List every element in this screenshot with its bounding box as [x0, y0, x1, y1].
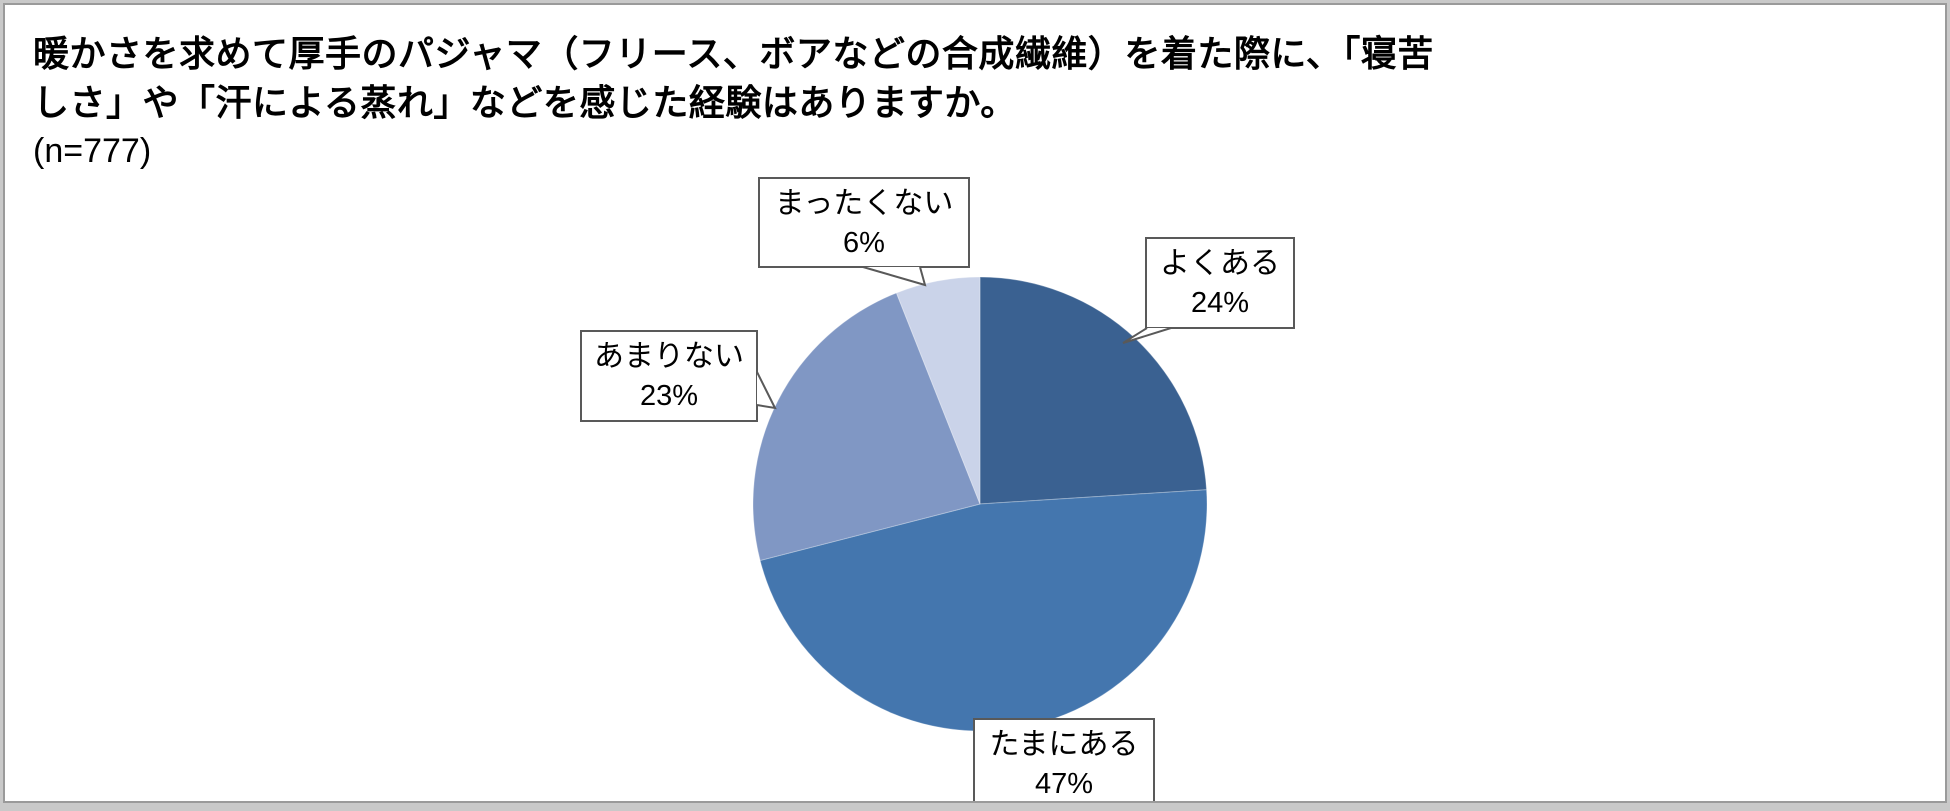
chart-title-line-1: 暖かさを求めて厚手のパジャマ（フリース、ボアなどの合成繊維）を着た際に、「寝苦: [33, 33, 1434, 74]
callout-label: よくある: [1160, 247, 1280, 280]
callout-mattaku-nai: まったくない 6%: [758, 177, 970, 268]
callout-label: あまりない: [594, 340, 744, 373]
callout-percent: 47%: [1034, 768, 1094, 800]
callout-percent: 24%: [1190, 287, 1250, 319]
pie-slice-まったくない: [895, 276, 981, 505]
callout-percent: 23%: [639, 380, 699, 412]
callout-label: まったくない: [774, 187, 954, 220]
callout-label: たまにある: [989, 728, 1139, 761]
chart-title-line-2: しさ」や「汗による蒸れ」などを感じた経験はありますか。: [33, 82, 1017, 123]
callout-percent: 6%: [843, 227, 885, 259]
pie-chart: [752, 276, 1208, 732]
pie-slice-あまりない: [752, 292, 981, 562]
chart-title-block: 暖かさを求めて厚手のパジャマ（フリース、ボアなどの合成繊維）を着た際に、「寝苦 …: [33, 29, 1434, 176]
callout-yoku-aru: よくある 24%: [1145, 237, 1295, 329]
chart-canvas: 暖かさを求めて厚手のパジャマ（フリース、ボアなどの合成繊維）を着た際に、「寝苦 …: [3, 3, 1947, 803]
callout-tama-ni-aru: たまにある 47%: [973, 718, 1155, 801]
sample-size-label: (n=777): [33, 132, 152, 170]
callout-amari-nai: あまりない 23%: [580, 330, 758, 422]
